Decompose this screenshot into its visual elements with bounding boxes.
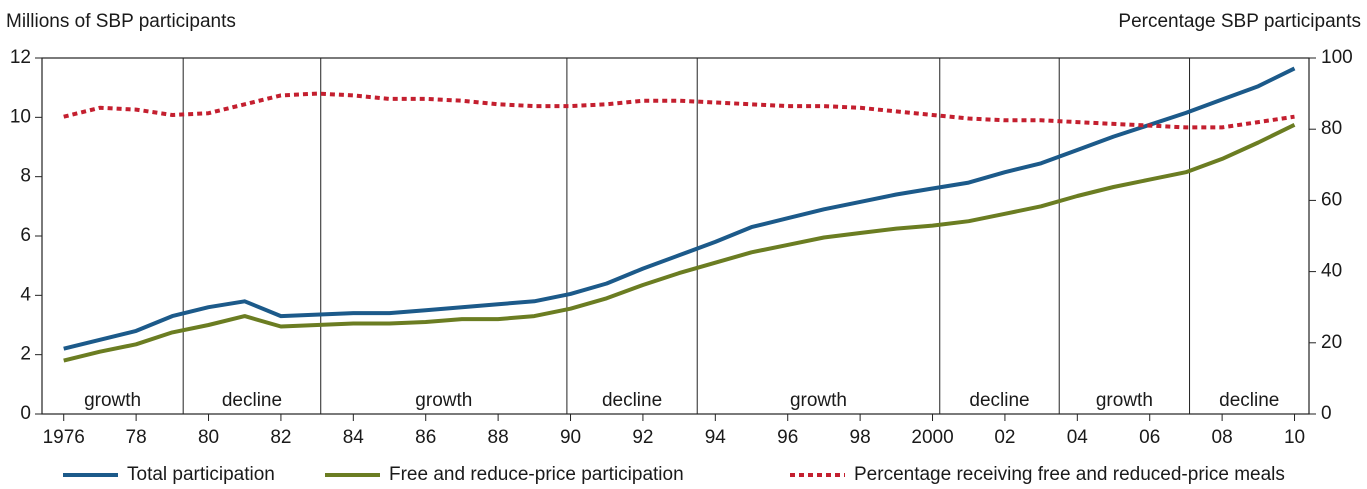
y2-tick-label: 60 bbox=[1321, 189, 1342, 210]
y-tick-label: 10 bbox=[10, 106, 31, 127]
y-axis-title: Millions of SBP participants bbox=[6, 11, 236, 32]
phase-label: decline bbox=[969, 390, 1029, 411]
phase-label: growth bbox=[790, 390, 847, 411]
y-tick-label: 2 bbox=[20, 344, 31, 365]
x-tick-label: 2000 bbox=[911, 427, 953, 448]
x-tick-label: 82 bbox=[270, 427, 291, 448]
phase-label: growth bbox=[84, 390, 141, 411]
x-tick-label: 02 bbox=[994, 427, 1015, 448]
y2-axis-title: Percentage SBP participants bbox=[1118, 11, 1361, 32]
x-tick-label: 96 bbox=[777, 427, 798, 448]
x-tick-label: 88 bbox=[488, 427, 509, 448]
y-tick-label: 6 bbox=[20, 225, 31, 246]
x-tick-label: 06 bbox=[1139, 427, 1160, 448]
y2-tick-label: 40 bbox=[1321, 261, 1342, 282]
x-tick-label: 98 bbox=[850, 427, 871, 448]
phase-label: growth bbox=[1096, 390, 1153, 411]
y-tick-label: 4 bbox=[20, 284, 31, 305]
x-tick-label: 04 bbox=[1067, 427, 1089, 448]
y2-tick-label: 80 bbox=[1321, 118, 1342, 139]
series-line bbox=[63, 123, 1296, 363]
phase-label: decline bbox=[602, 390, 662, 411]
legend-label: Total participation bbox=[127, 464, 275, 485]
x-tick-label: 94 bbox=[705, 427, 727, 448]
y-tick-label: 0 bbox=[20, 403, 31, 424]
x-tick-label: 08 bbox=[1212, 427, 1233, 448]
y-tick-label: 12 bbox=[10, 47, 31, 68]
y-tick-label: 8 bbox=[20, 166, 31, 187]
legend-label: Free and reduce-price participation bbox=[389, 464, 684, 485]
x-tick-label: 86 bbox=[415, 427, 436, 448]
x-tick-label: 84 bbox=[343, 427, 365, 448]
x-tick-label: 1976 bbox=[43, 427, 85, 448]
x-tick-label: 10 bbox=[1284, 427, 1305, 448]
x-tick-label: 90 bbox=[560, 427, 581, 448]
legend-label: Percentage receiving free and reduced-pr… bbox=[854, 464, 1285, 485]
x-tick-label: 80 bbox=[198, 427, 219, 448]
phase-label: decline bbox=[1219, 390, 1279, 411]
series-line bbox=[63, 66, 1296, 351]
y2-tick-label: 20 bbox=[1321, 332, 1342, 353]
x-tick-label: 92 bbox=[632, 427, 653, 448]
phase-label: growth bbox=[415, 390, 472, 411]
phase-label: decline bbox=[222, 390, 282, 411]
series-line bbox=[63, 91, 1295, 130]
x-tick-label: 78 bbox=[126, 427, 147, 448]
y2-tick-label: 0 bbox=[1321, 403, 1332, 424]
plot-frame bbox=[41, 57, 1310, 415]
y2-tick-label: 100 bbox=[1321, 47, 1353, 68]
